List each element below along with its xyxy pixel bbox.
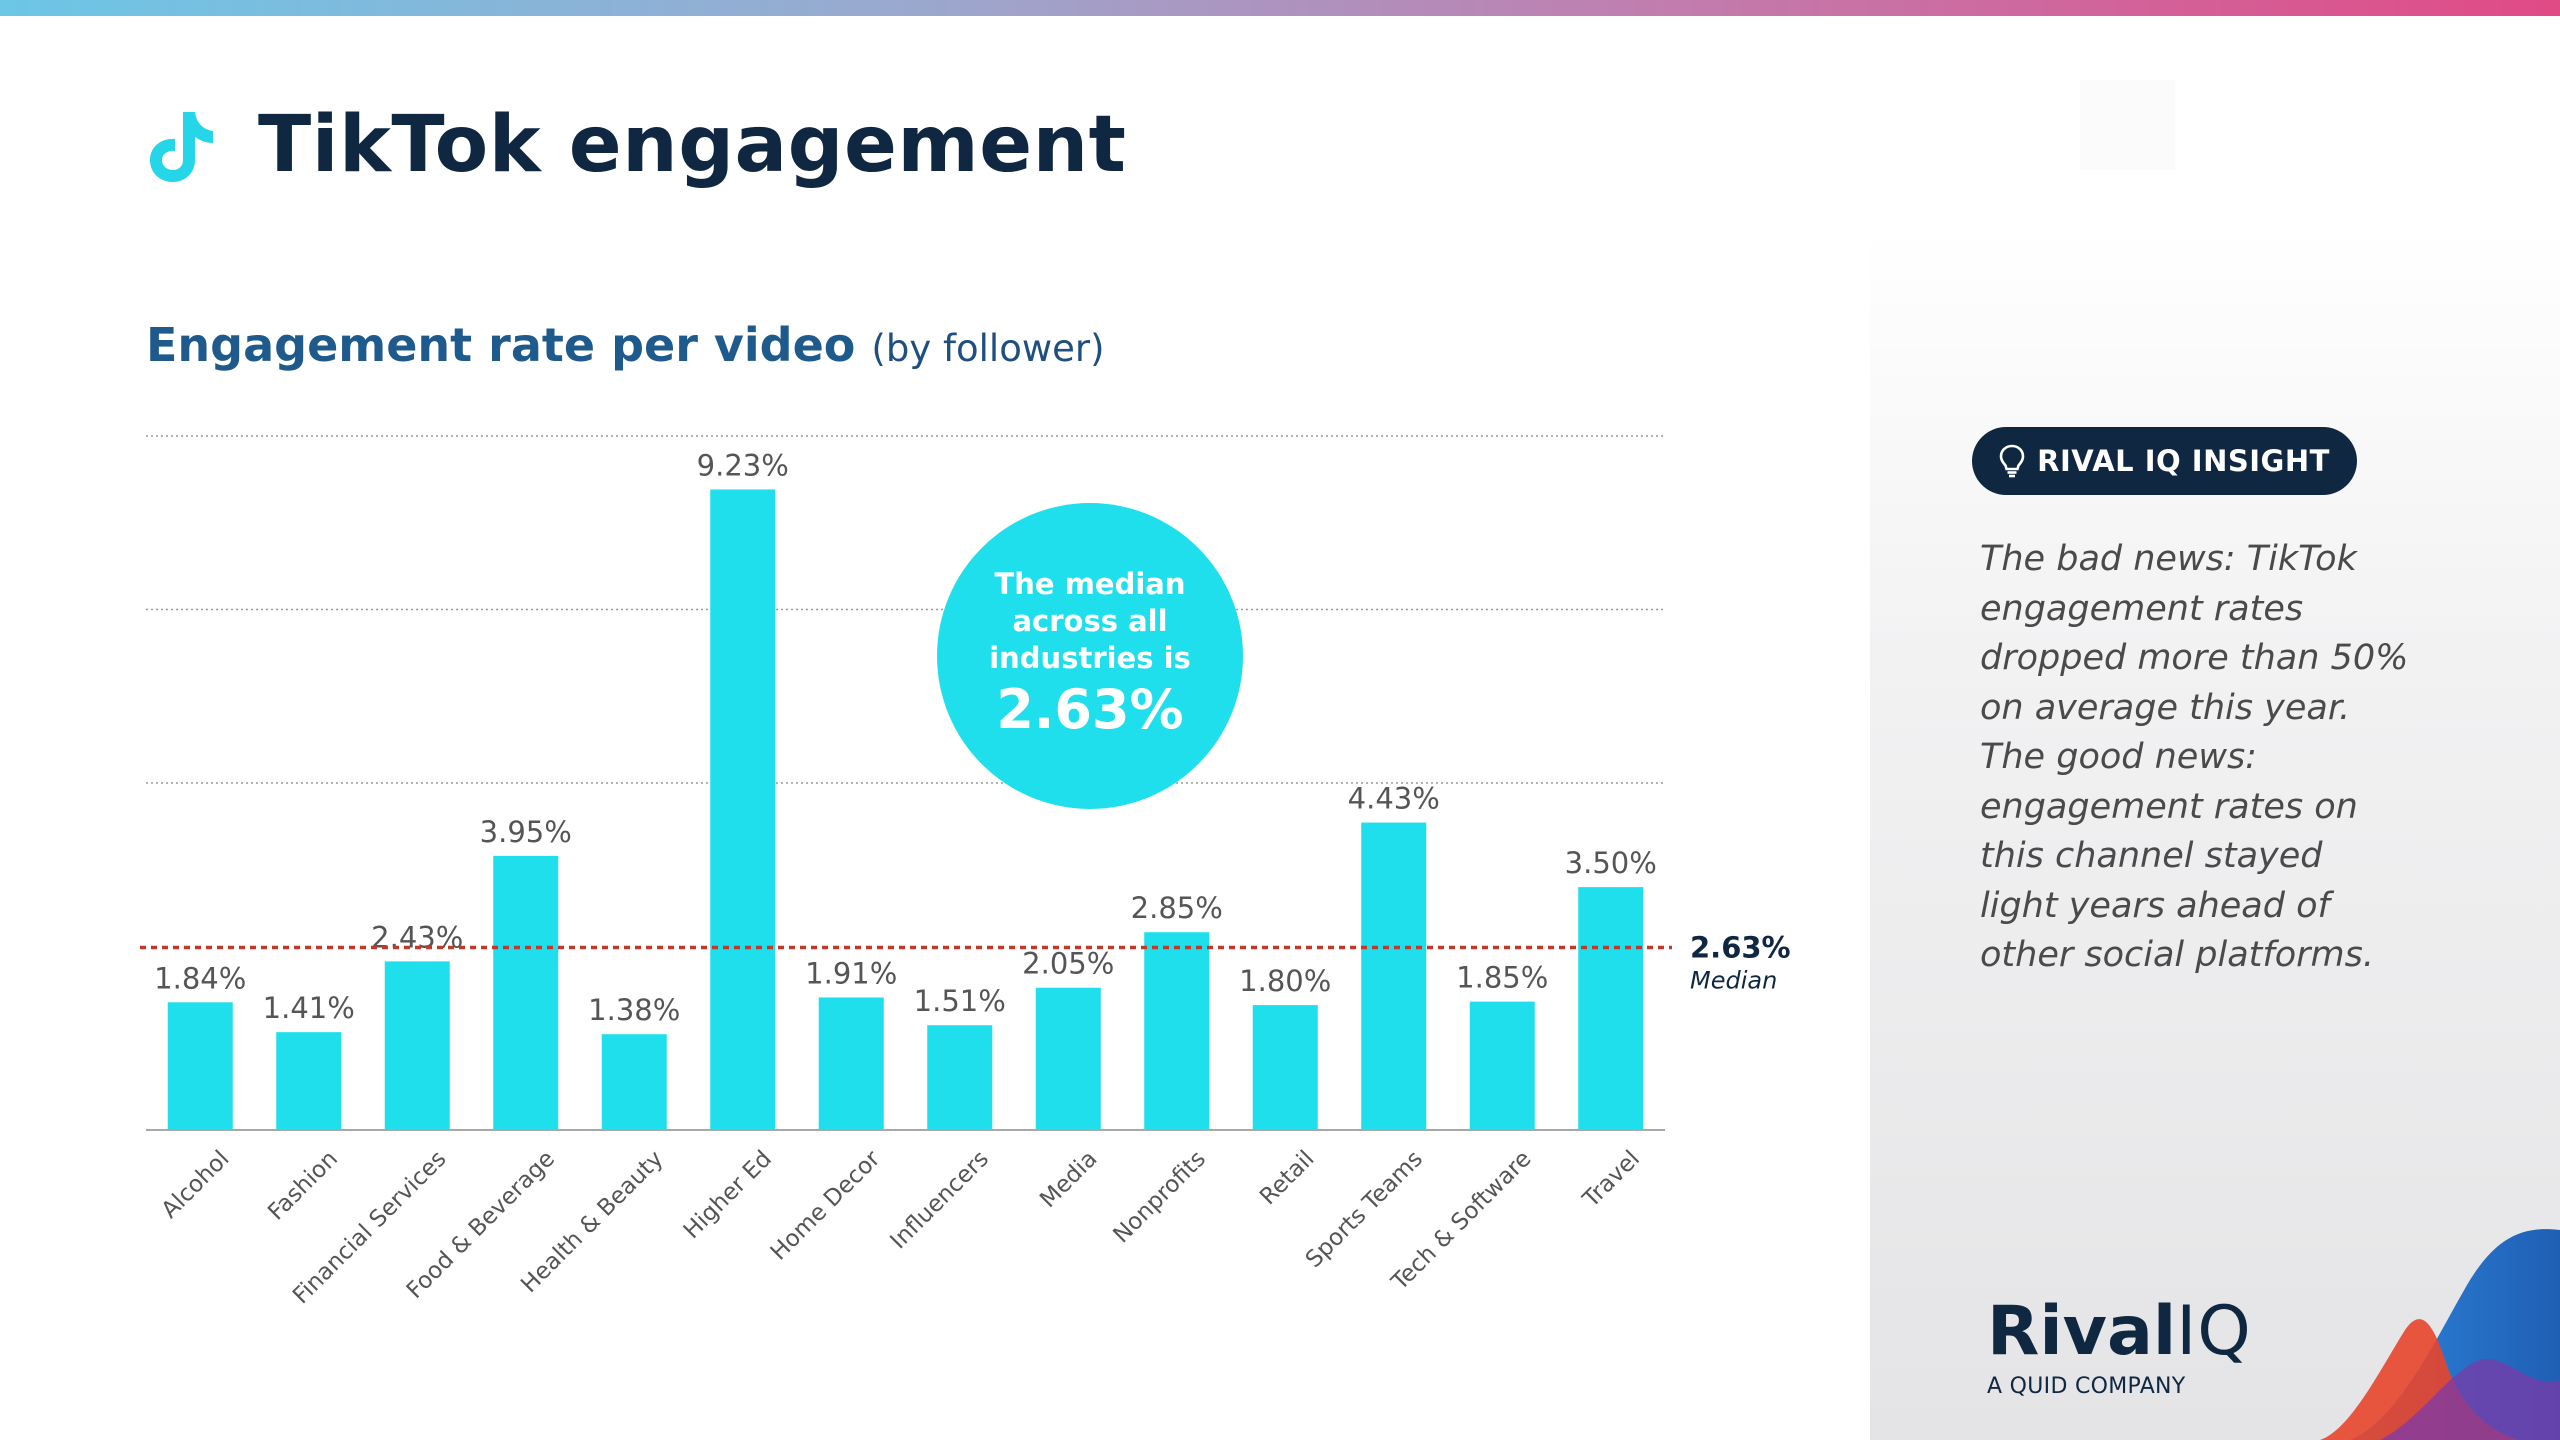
median-value-label: 2.63%	[1690, 930, 1791, 964]
insight-text: The bad news: TikTok engagement rates dr…	[1980, 539, 2409, 975]
bar	[1469, 1001, 1535, 1130]
category-label: Influencers	[886, 1146, 994, 1254]
callout-value: 2.63%	[996, 678, 1183, 741]
bar-value-label: 4.43%	[1348, 782, 1440, 816]
bar-value-label: 1.38%	[588, 993, 680, 1027]
bar-value-label: 2.05%	[1022, 947, 1114, 981]
bar-value-label: 3.95%	[480, 815, 572, 849]
tiktok-icon	[150, 112, 213, 182]
category-label: Retail	[1255, 1146, 1319, 1210]
chart-title-sub: (by follower)	[871, 327, 1105, 370]
bar	[927, 1025, 993, 1130]
decorative-box	[2080, 80, 2175, 170]
bar	[1252, 1005, 1318, 1130]
bar-value-label: 1.84%	[154, 961, 246, 995]
logo-name-part2: IQ	[2176, 1292, 2252, 1371]
category-label: Fashion	[263, 1146, 343, 1226]
bar	[384, 961, 450, 1130]
category-label: Travel	[1578, 1146, 1645, 1213]
chart-title: Engagement rate per video (by follower)	[146, 318, 1105, 372]
bar-chart: 1.84% 1.41% 2.43% 3.95% 1.38% 9.23% 1.91% 1.51%…	[140, 435, 1791, 1309]
category-label: Alcohol	[157, 1146, 235, 1224]
category-label: Higher Ed	[679, 1146, 777, 1244]
callout-line-2: across all	[1012, 604, 1167, 638]
bar	[710, 489, 776, 1130]
bar-value-label: 9.23%	[697, 448, 789, 482]
bar	[818, 997, 884, 1130]
bar-value-label: 1.51%	[914, 984, 1006, 1018]
value-labels: 1.84% 1.41% 2.43% 3.95% 1.38% 9.23% 1.91% 1.51%…	[154, 448, 1657, 1027]
bar	[493, 855, 559, 1130]
logo-name-part1: Rival	[1987, 1292, 2177, 1371]
bar	[1035, 987, 1101, 1130]
category-label: Nonprofits	[1108, 1146, 1211, 1249]
insight-badge: RIVAL IQ INSIGHT	[1972, 427, 2357, 495]
median-callout: The median across all industries is 2.63…	[937, 503, 1243, 809]
logo-tagline: A QUID COMPANY	[1987, 1374, 2186, 1399]
category-label: Home Decor	[766, 1145, 886, 1265]
top-gradient-bar	[0, 0, 2560, 16]
bar	[1361, 822, 1427, 1130]
logo-wordmark: RivalIQ	[1987, 1298, 2252, 1366]
bar-value-label: 1.91%	[805, 956, 897, 990]
bar-value-label: 2.43%	[371, 920, 463, 954]
bar-value-label: 1.80%	[1239, 964, 1331, 998]
bar-value-label: 1.41%	[263, 991, 355, 1025]
lightbulb-icon	[1999, 444, 2025, 478]
page-title: TikTok engagement	[258, 100, 1127, 190]
callout-circle	[937, 503, 1243, 809]
bar	[167, 1002, 233, 1130]
insight-badge-label: RIVAL IQ INSIGHT	[2037, 444, 2330, 478]
median-text-label: Median	[1690, 966, 1777, 994]
callout-line-1: The median	[995, 567, 1186, 601]
bar	[1144, 932, 1210, 1130]
decorative-wave	[2320, 1229, 2560, 1440]
bar-value-label: 1.85%	[1456, 961, 1548, 995]
rival-iq-logo: RivalIQ A QUID COMPANY	[1987, 1298, 2252, 1400]
bar	[276, 1032, 342, 1130]
callout-line-3: industries is	[989, 641, 1191, 675]
bar	[601, 1034, 667, 1130]
category-label: Media	[1035, 1146, 1102, 1213]
bar	[1578, 887, 1644, 1130]
bar-value-label: 2.85%	[1131, 891, 1223, 925]
median-line-group: 2.63%Median	[140, 930, 1791, 994]
bars	[167, 489, 1644, 1130]
chart-title-main: Engagement rate per video	[146, 318, 856, 372]
bar-value-label: 3.50%	[1565, 846, 1657, 880]
